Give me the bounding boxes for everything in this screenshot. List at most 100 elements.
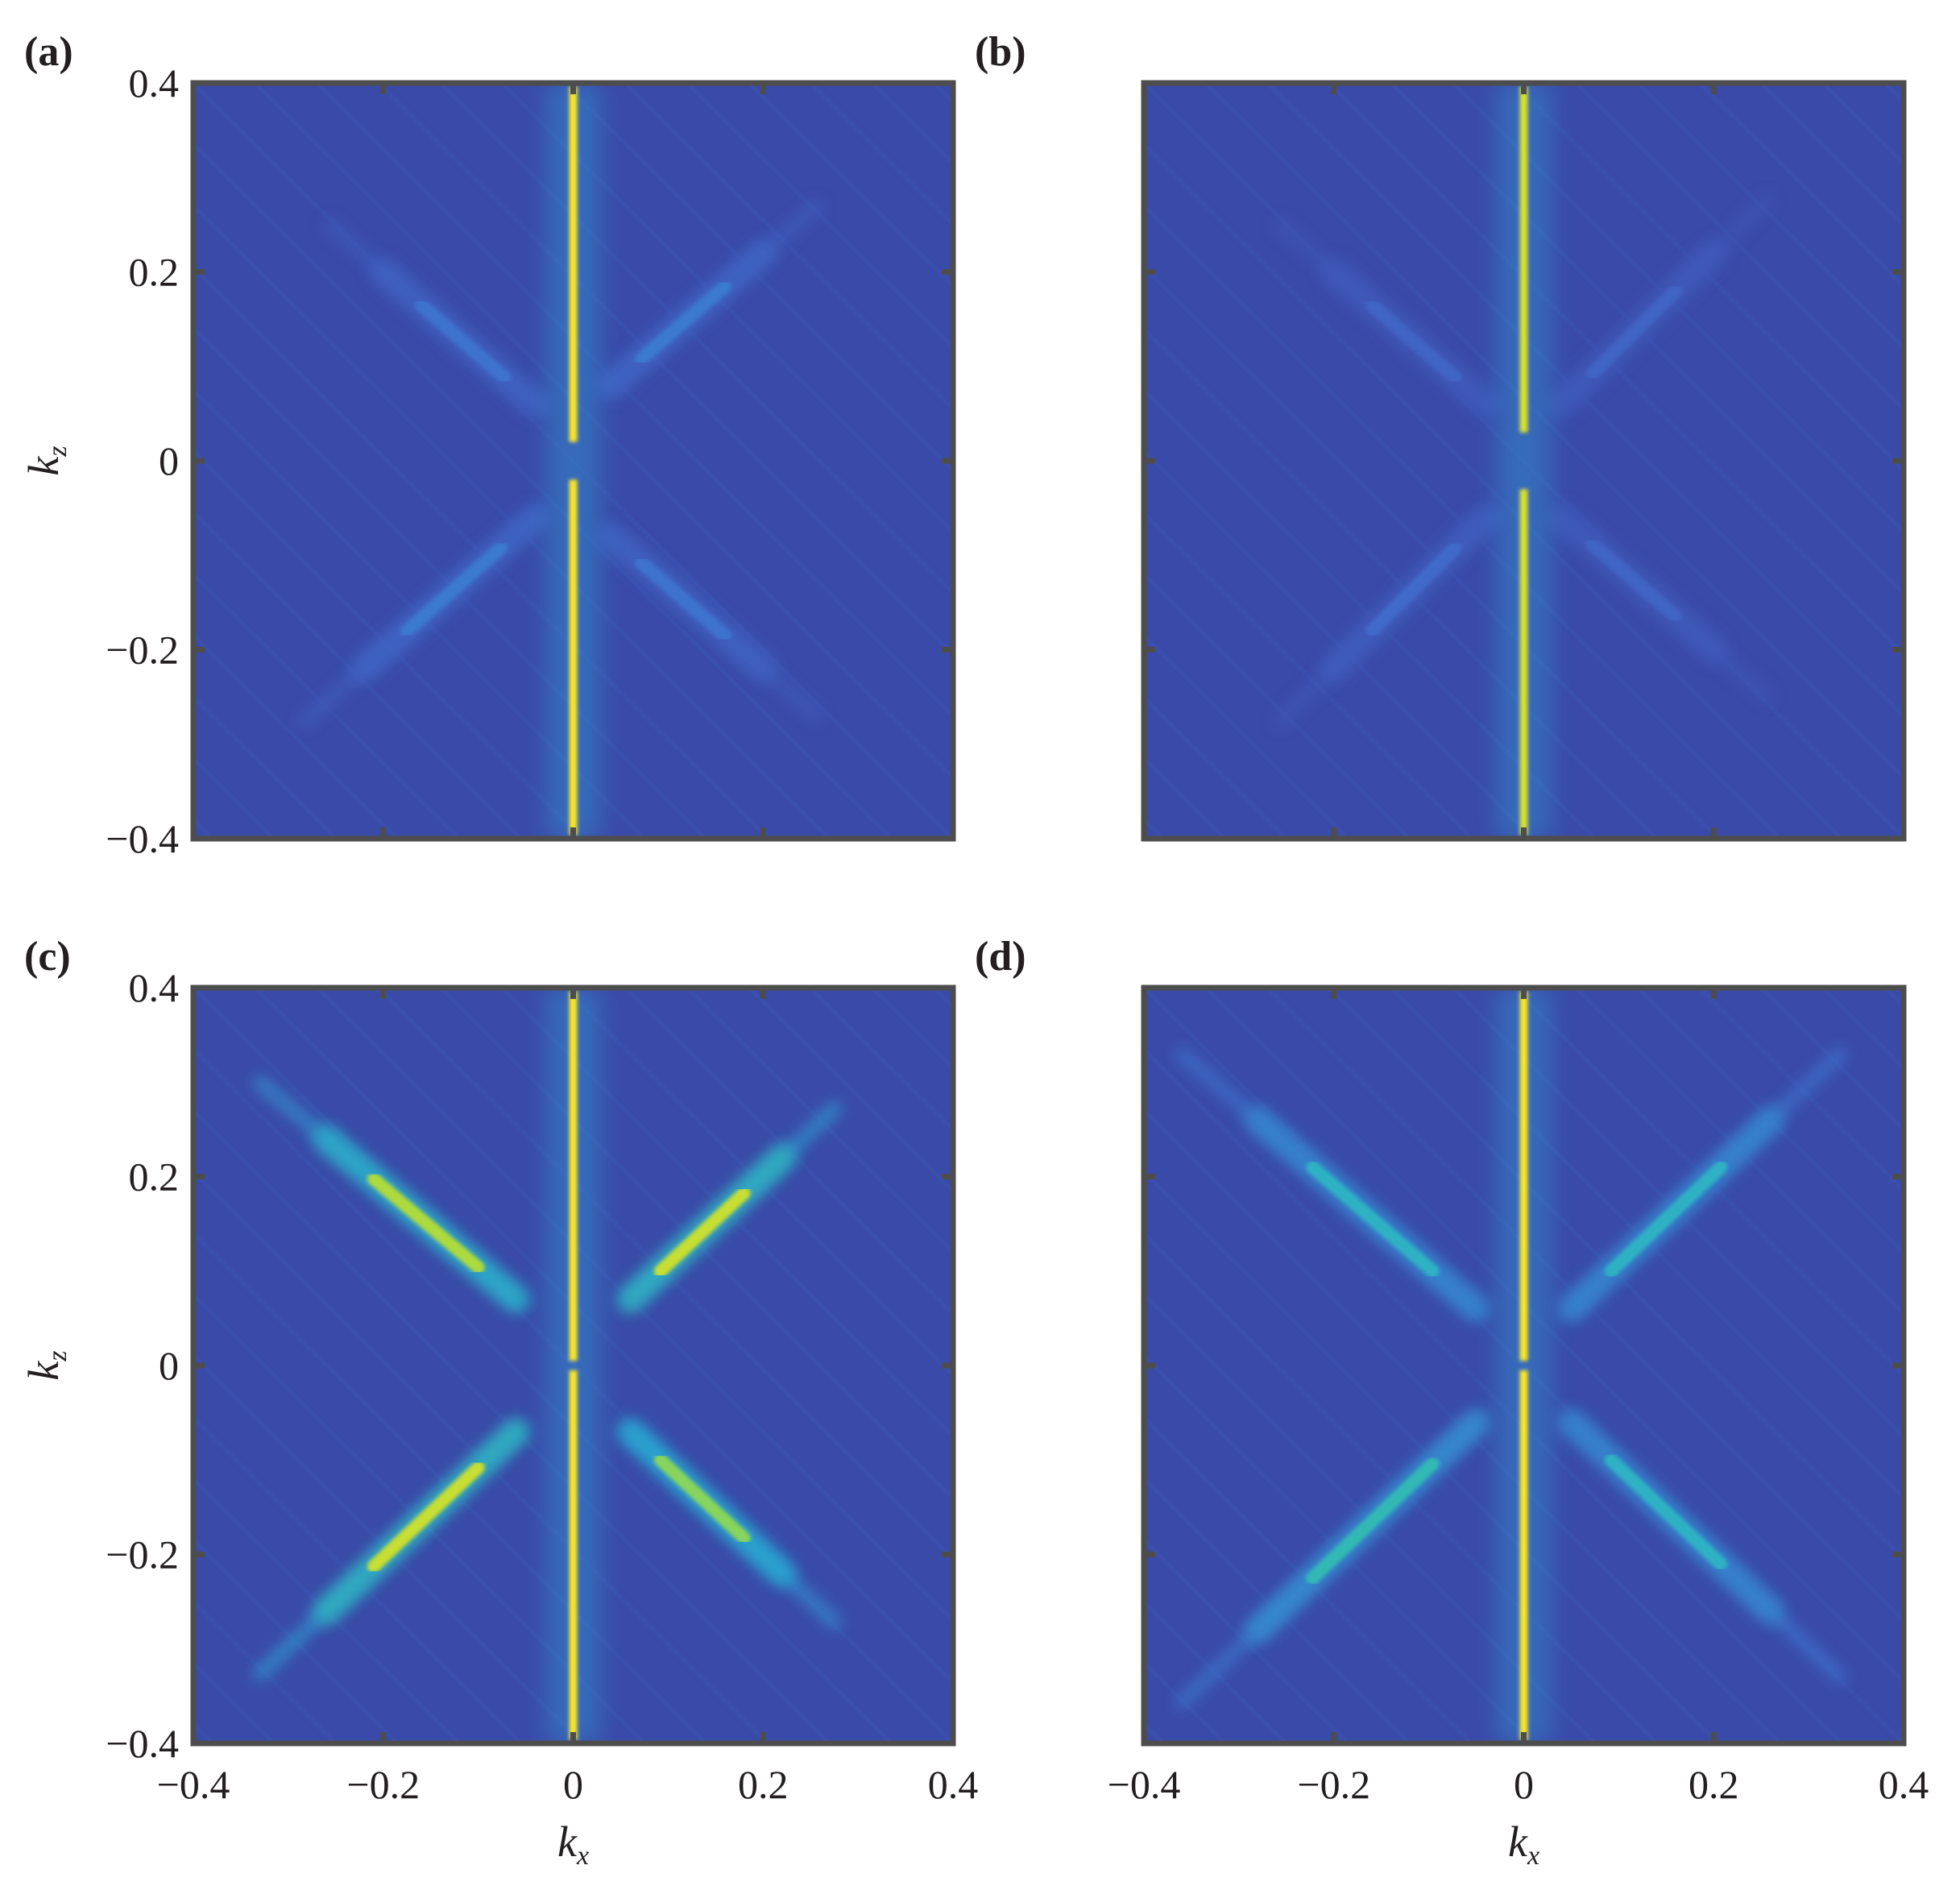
x-tick-label: 0.4: [1879, 1762, 1929, 1807]
streak: [253, 988, 953, 1685]
lobe-core: [1585, 537, 1683, 624]
lobe-core: [1365, 541, 1462, 638]
central-line-lower: [1519, 489, 1528, 835]
streak: [1266, 988, 1904, 1624]
lobe-core: [400, 541, 508, 638]
lobe-core: [1306, 1457, 1440, 1585]
central-line-lower: [569, 1370, 578, 1740]
lobe-core: [635, 280, 732, 366]
streak: [500, 83, 953, 535]
streak: [1328, 83, 1904, 657]
panel-label: (b): [975, 29, 1026, 75]
streak: [1266, 83, 1904, 719]
streak: [193, 1169, 769, 1743]
x-tick-label: −0.2: [346, 1762, 420, 1807]
streak: [1144, 202, 1782, 839]
x-tick-label: −0.4: [157, 1762, 230, 1807]
lobe-upper-right: [1548, 193, 1774, 418]
y-tick-label: −0.2: [106, 1532, 179, 1577]
heatmap-area: [193, 83, 953, 839]
y-tick-label: −0.4: [106, 816, 179, 861]
panel-c: 0.4 0.2 0 −0.2 −0.4−0.4 −0.2 0 0.2 0.4 kz kx (c): [19, 934, 979, 1871]
lobe-upper-right: [1557, 1047, 1847, 1323]
x-tick-label: −0.4: [1108, 1762, 1181, 1807]
streak: [1144, 1046, 1844, 1743]
streak: [193, 509, 523, 839]
streak: [193, 1537, 400, 1743]
lobe-core: [635, 556, 732, 642]
lobe-core: [414, 298, 512, 384]
panel-b: (b): [975, 29, 1907, 842]
lobe-lower-left: [297, 504, 549, 728]
central-line-upper: [1519, 991, 1528, 1362]
y-tick-label: 0.4: [129, 60, 180, 106]
central-line: [545, 83, 601, 839]
lobe-upper-right: [597, 200, 823, 400]
central-line-upper: [569, 86, 578, 442]
streak: [1144, 264, 1720, 839]
streak: [193, 1107, 831, 1743]
lobe-core: [1306, 1160, 1440, 1278]
lobe-core: [653, 1453, 751, 1544]
streak: [1144, 1291, 1597, 1743]
ticks: [190, 80, 956, 842]
panel-a: 0.4 0.2 0 −0.2 −0.4 kz (a): [19, 29, 956, 861]
streak: [193, 387, 646, 839]
streak: [1144, 694, 1288, 839]
heatmap-area: [193, 988, 953, 1743]
streak: [809, 988, 953, 1133]
x-tick-label: 0: [563, 1762, 583, 1807]
y-axis-label: kz: [19, 1350, 73, 1380]
x-axis-label-sub: x: [576, 1841, 589, 1871]
y-tick-label: −0.2: [106, 628, 179, 673]
central-line: [1496, 83, 1552, 839]
lobe-core: [1604, 1453, 1728, 1571]
streak: [809, 83, 953, 228]
heatmap-area: [1144, 988, 1904, 1743]
central-line-upper: [569, 991, 578, 1362]
streak: [1144, 1169, 1720, 1743]
y-tick-label: 0.4: [129, 965, 180, 1010]
streak: [1144, 1414, 1473, 1743]
streak: [624, 988, 953, 1317]
panel-label: (c): [24, 934, 71, 980]
lobe-core: [1365, 298, 1462, 384]
x-axis-label: kx: [557, 1817, 589, 1871]
streak: [1144, 1598, 1288, 1743]
x-axis-label: kx: [1508, 1817, 1539, 1871]
streak: [193, 1414, 523, 1743]
streak: [193, 571, 461, 839]
y-axis-label: kz: [19, 446, 73, 475]
streak: [1697, 83, 1904, 289]
x-tick-label: 0.4: [928, 1762, 979, 1807]
streak: [1144, 509, 1473, 839]
streak: [1204, 83, 1904, 781]
x-tick-label: 0.2: [1689, 1762, 1739, 1807]
streak: [193, 202, 831, 839]
lobe-lower-left: [253, 1418, 530, 1681]
streak: [1204, 988, 1904, 1685]
y-tick-label: −0.4: [106, 1721, 179, 1766]
y-tick-label: 0.2: [129, 1154, 180, 1200]
y-axis-label-sub: z: [43, 1350, 73, 1362]
streak: [1697, 988, 1904, 1194]
y-tick-label: 0: [159, 438, 179, 483]
central-line-lower: [569, 479, 578, 835]
lobe-lower-right: [1557, 1408, 1847, 1684]
streak: [1144, 1107, 1782, 1743]
streak: [1451, 83, 1904, 535]
heatmap-area: [1144, 83, 1904, 839]
streak: [500, 988, 953, 1440]
streak: [1759, 988, 1904, 1133]
lobe-lower-left: [1175, 1408, 1490, 1710]
x-tick-label: 0: [1514, 1762, 1534, 1807]
central-line: [1496, 988, 1552, 1743]
ticks: [1141, 80, 1907, 842]
streak: [1574, 988, 1904, 1317]
streak: [1144, 141, 1844, 839]
streak: [193, 632, 400, 839]
panel-label: (d): [975, 934, 1026, 980]
lobe-lower-right: [1548, 504, 1774, 703]
y-tick-label: 0: [159, 1343, 179, 1388]
streak: [1144, 632, 1350, 839]
